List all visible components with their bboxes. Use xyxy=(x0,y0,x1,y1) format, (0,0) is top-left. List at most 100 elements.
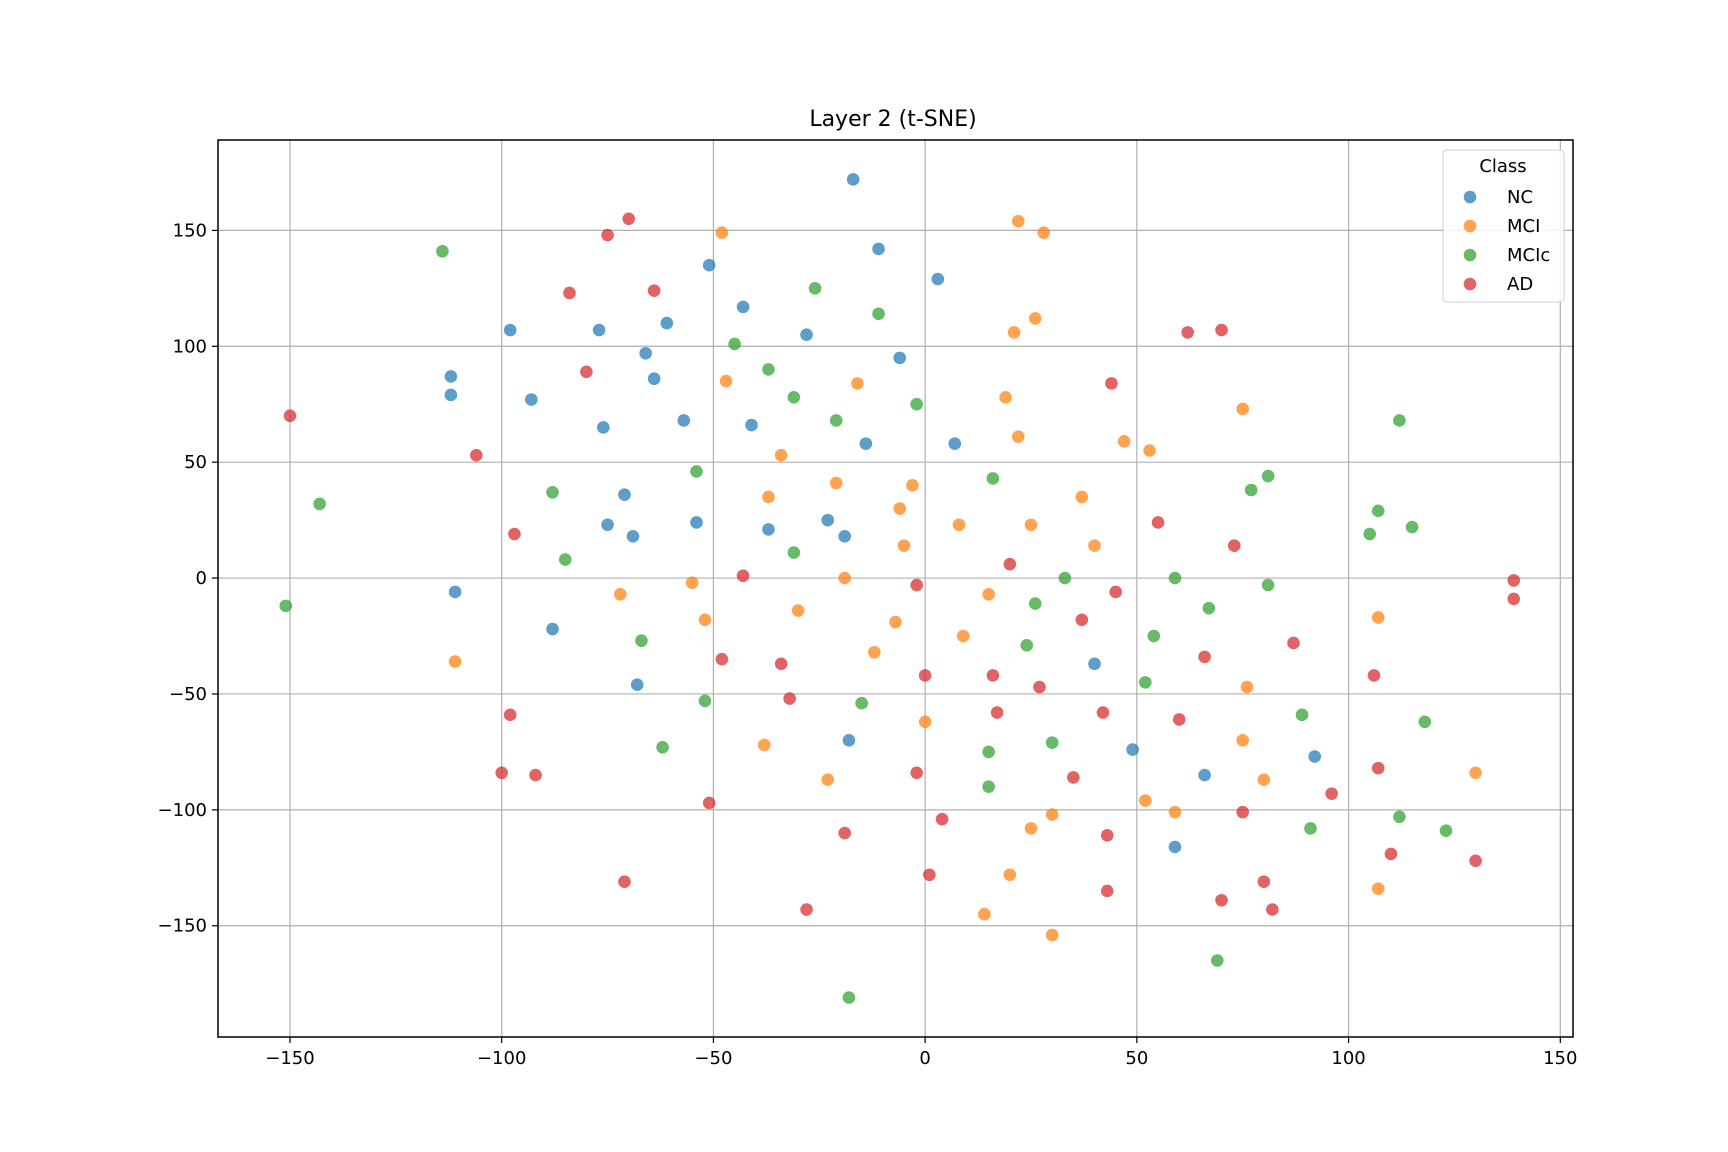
data-point-mcic xyxy=(698,694,712,708)
data-point-mcic xyxy=(436,244,449,258)
data-point-nc xyxy=(597,421,610,434)
data-point-nc xyxy=(800,328,813,341)
x-tick-label: 50 xyxy=(1125,1048,1148,1069)
data-point-mcic xyxy=(1045,736,1059,749)
data-point-nc xyxy=(690,516,703,529)
y-tick-label: 50 xyxy=(184,452,207,473)
legend-title: Class xyxy=(1479,156,1526,177)
data-point-mci xyxy=(851,377,864,390)
legend-marker-nc xyxy=(1463,190,1477,204)
y-tick-label: 150 xyxy=(173,220,207,241)
data-point-mcic xyxy=(546,486,559,499)
data-point-mci xyxy=(719,374,733,388)
data-point-mci xyxy=(1117,435,1131,448)
data-point-ad xyxy=(1287,636,1300,650)
data-point-ad xyxy=(990,706,1004,719)
data-point-nc xyxy=(448,585,462,599)
legend-marker-ad xyxy=(1463,277,1477,291)
data-point-mcic xyxy=(1439,824,1453,838)
data-point-ad xyxy=(647,284,661,297)
data-point-ad xyxy=(1367,669,1381,682)
data-point-mcic xyxy=(690,465,703,478)
legend-label-mci: MCI xyxy=(1507,216,1540,237)
data-point-nc xyxy=(626,530,640,543)
data-point-nc xyxy=(444,388,458,402)
data-point-nc xyxy=(1126,743,1139,756)
data-point-nc xyxy=(630,678,644,691)
data-point-mcic xyxy=(1363,527,1377,541)
data-point-mcic xyxy=(787,390,801,404)
data-point-mci xyxy=(1139,794,1152,807)
data-point-mci xyxy=(1045,928,1059,942)
data-point-nc xyxy=(660,316,674,330)
data-point-ad xyxy=(910,578,923,592)
data-point-mcic xyxy=(982,745,995,759)
data-point-nc xyxy=(842,734,856,747)
data-point-mci xyxy=(1371,882,1385,895)
data-point-nc xyxy=(872,242,885,256)
data-point-mci xyxy=(762,490,775,504)
data-point-mcic xyxy=(279,599,293,613)
data-point-ad xyxy=(1371,761,1385,775)
data-point-mci xyxy=(893,502,907,515)
x-tick-label: −150 xyxy=(265,1048,314,1069)
data-point-mci xyxy=(1075,490,1089,504)
data-point-nc xyxy=(1308,750,1322,763)
data-point-ad xyxy=(800,903,813,916)
data-point-mci xyxy=(1011,214,1025,228)
data-point-ad xyxy=(1075,613,1089,627)
data-point-ad xyxy=(508,527,521,541)
data-point-mci xyxy=(829,476,843,490)
data-point-mcic xyxy=(635,634,648,647)
data-point-ad xyxy=(1181,326,1194,339)
data-point-nc xyxy=(546,622,559,636)
data-point-mcic xyxy=(728,337,741,351)
data-point-mcic xyxy=(842,991,856,1004)
data-point-ad xyxy=(1100,884,1114,898)
data-point-ad xyxy=(1172,713,1186,726)
x-tick-label: −100 xyxy=(477,1048,526,1069)
data-point-ad xyxy=(503,708,517,722)
y-tick-label: 100 xyxy=(173,336,207,357)
data-point-ad xyxy=(1033,680,1046,694)
y-tick-label: −50 xyxy=(169,684,207,705)
data-point-mci xyxy=(1011,430,1025,443)
data-point-mci xyxy=(952,518,966,532)
data-point-ad xyxy=(838,826,851,840)
y-tick-label: 0 xyxy=(196,568,207,589)
y-tick-label: −100 xyxy=(158,800,207,821)
data-point-nc xyxy=(647,372,661,386)
x-tick-label: 150 xyxy=(1543,1048,1577,1069)
data-point-ad xyxy=(1003,557,1017,571)
data-point-mcic xyxy=(1295,708,1309,722)
data-point-mci xyxy=(1088,539,1101,552)
data-point-ad xyxy=(1151,516,1165,529)
data-point-ad xyxy=(563,286,576,300)
legend-box xyxy=(1442,149,1565,303)
data-point-mci xyxy=(838,571,851,585)
data-point-mci xyxy=(1024,518,1038,532)
x-tick-label: 0 xyxy=(919,1048,930,1069)
data-point-mci xyxy=(956,629,970,643)
data-point-mci xyxy=(715,226,729,240)
data-point-ad xyxy=(910,766,923,780)
data-point-mci xyxy=(1168,805,1182,819)
data-point-nc xyxy=(525,393,538,406)
data-point-ad xyxy=(618,875,631,889)
data-point-ad xyxy=(601,228,614,242)
series-nc xyxy=(444,173,1322,854)
data-point-ad xyxy=(1096,706,1110,719)
legend: Class NC MCI MCIc AD xyxy=(1442,149,1565,303)
data-point-mci xyxy=(1143,444,1156,457)
data-point-nc xyxy=(601,518,614,532)
data-point-mcic xyxy=(656,740,669,754)
data-point-ad xyxy=(1507,592,1521,606)
data-point-nc xyxy=(1088,657,1101,671)
chart-title: Layer 2 (t-SNE) xyxy=(809,107,976,132)
data-point-mci xyxy=(1024,822,1038,835)
data-point-mci xyxy=(613,587,627,601)
data-point-mci xyxy=(889,615,902,629)
data-point-ad xyxy=(1067,771,1080,784)
data-point-mcic xyxy=(1244,483,1258,497)
data-point-mci xyxy=(1007,326,1021,339)
